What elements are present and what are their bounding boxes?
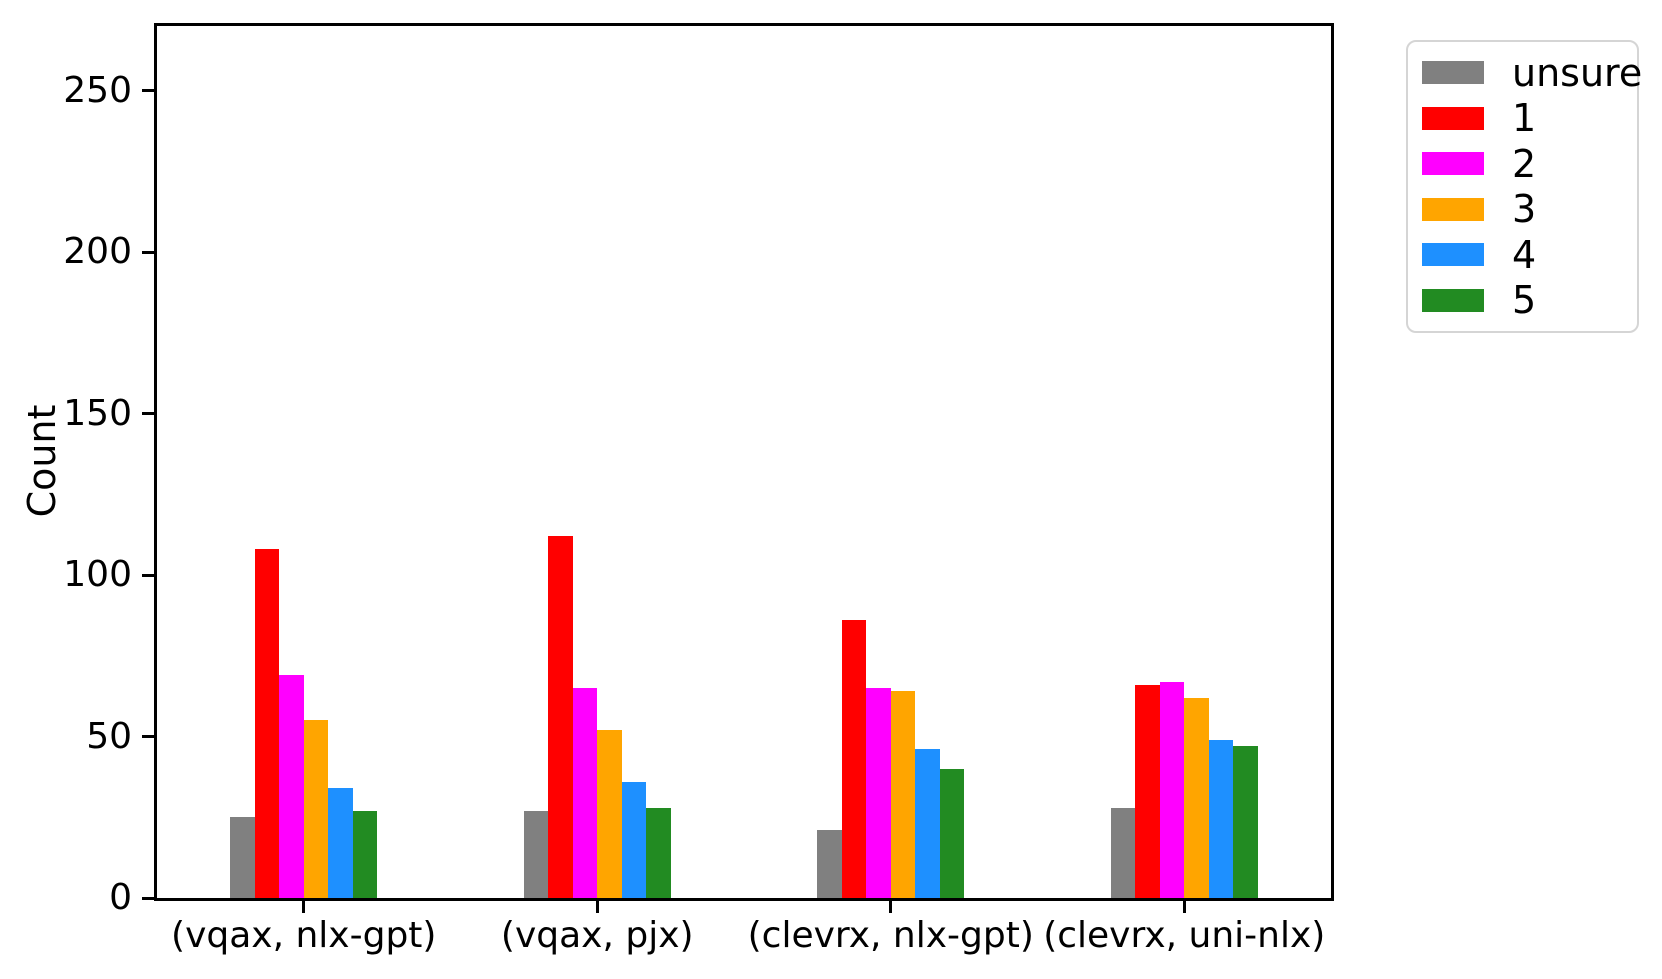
legend-label-3: 3 [1512, 187, 1537, 232]
bar-2-group1 [279, 675, 304, 898]
x-tick-mark [302, 901, 306, 913]
legend-swatch-4 [1422, 243, 1484, 267]
bar-unsure-group3 [817, 830, 842, 898]
bar-3-group4 [1184, 697, 1209, 898]
y-tick-mark [142, 735, 154, 739]
x-tick-label: (vqax, pjx) [500, 915, 694, 956]
y-tick-label: 0 [109, 877, 132, 918]
bar-5-group4 [1233, 746, 1258, 898]
y-tick-label: 200 [63, 231, 132, 273]
x-tick-mark [595, 901, 599, 913]
legend-swatch-5 [1422, 288, 1484, 312]
plot-area: 0 50 100 150 200 250 (vqax, nlx-gpt) (vqax, pjx… [63, 23, 1334, 956]
x-tick-mark [1182, 901, 1186, 913]
y-tick-label: 100 [63, 554, 132, 596]
x-tick-mark [889, 901, 893, 913]
legend-item-4: 4 [1422, 235, 1637, 275]
bar-4-group2 [621, 781, 647, 898]
legend-item-unsure: unsure [1422, 53, 1642, 93]
bar-3-group2 [597, 730, 622, 898]
bar-3-group3 [890, 691, 916, 898]
legend-swatch-unsure [1422, 61, 1484, 85]
bar-unsure-group1 [230, 817, 255, 898]
y-tick-label: 150 [63, 392, 132, 434]
legend-label-4: 4 [1512, 232, 1537, 277]
y-tick-label: 250 [63, 69, 132, 111]
legend-item-2: 2 [1422, 144, 1637, 184]
bar-5-group3 [939, 768, 965, 898]
y-tick-label: 50 [86, 715, 132, 757]
y-tick-mark [142, 896, 154, 900]
x-tick-label: (clevrx, uni-nlx) [1043, 915, 1326, 956]
bar-2-group2 [572, 688, 598, 898]
legend-label-1: 1 [1512, 96, 1537, 141]
y-tick-mark [142, 573, 154, 577]
x-tick-label: (vqax, nlx-gpt) [171, 915, 437, 956]
bar-1-group4 [1135, 684, 1160, 898]
y-tick-mark [142, 412, 154, 416]
bar-4-group1 [328, 788, 353, 898]
bar-unsure-group4 [1110, 807, 1136, 898]
legend-swatch-3 [1422, 197, 1484, 221]
x-tick-label: (clevrx, nlx-gpt) [747, 915, 1034, 956]
legend-item-5: 5 [1422, 280, 1637, 320]
legend-swatch-1 [1422, 106, 1484, 130]
bar-5-group1 [352, 810, 378, 898]
legend-label-5: 5 [1512, 278, 1537, 323]
y-tick-mark [142, 250, 154, 254]
bar-2-group4 [1159, 681, 1185, 898]
bar-4-group4 [1208, 739, 1234, 898]
y-tick-mark [142, 89, 154, 93]
legend-label-unsure: unsure [1512, 50, 1643, 95]
bar-3-group1 [303, 720, 329, 898]
bar-1-group2 [548, 536, 573, 898]
bar-2-group3 [866, 688, 891, 898]
legend-item-1: 1 [1422, 98, 1637, 138]
legend-item-3: 3 [1422, 189, 1637, 229]
legend-swatch-2 [1422, 152, 1484, 176]
legend-label-2: 2 [1512, 141, 1537, 186]
bar-unsure-group2 [523, 810, 549, 898]
bar-1-group1 [254, 549, 280, 898]
bar-1-group3 [841, 620, 867, 898]
bar-5-group2 [646, 807, 671, 898]
legend: unsure 1 2 3 4 5 [1406, 40, 1642, 333]
bar-4-group3 [915, 749, 940, 898]
